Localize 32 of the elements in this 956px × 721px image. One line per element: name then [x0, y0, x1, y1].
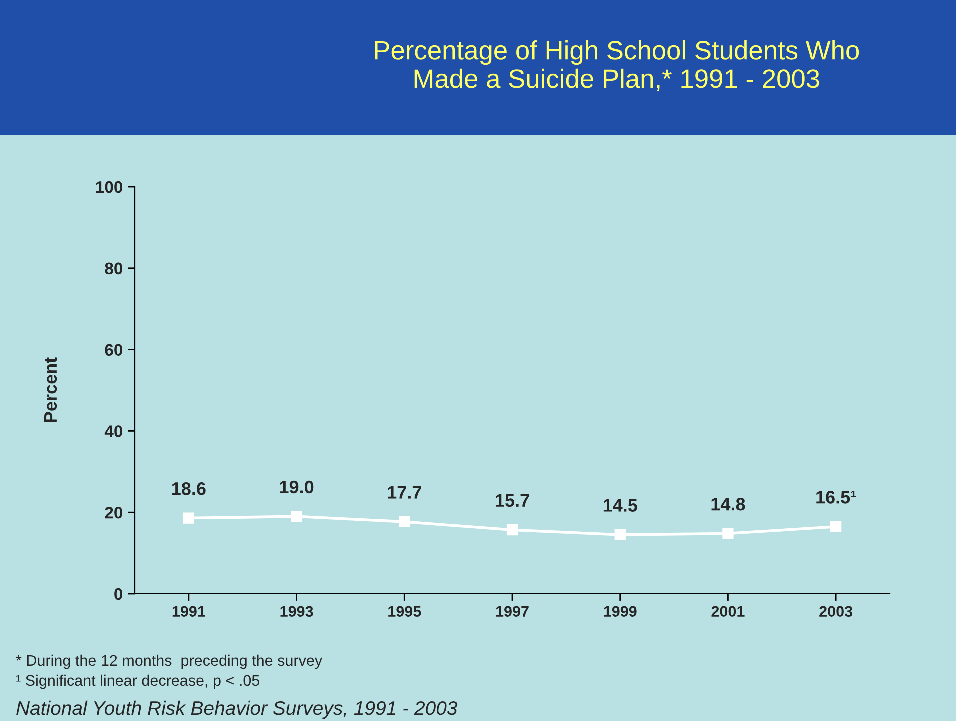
x-tick-label: 1991: [172, 606, 206, 618]
chart-title: Percentage of High School Students Who Made a Suicide Plan,* 1991 - 2003: [375, 40, 860, 92]
x-tick-label: 1995: [388, 606, 422, 618]
text: 19.0: [280, 480, 314, 494]
point: [614, 529, 626, 541]
point: [399, 516, 410, 528]
y-tick-label: 80: [105, 262, 123, 275]
y-tick-label: 40: [104, 426, 123, 438]
text: National Youth Risk Behavior Surveys, 1991 - 2003: [16, 700, 458, 720]
x-tick-label: 1997: [496, 606, 529, 618]
x-tick-label: 2003: [820, 606, 853, 618]
text: 18.6: [172, 482, 206, 496]
y-tick-label: 20: [105, 507, 123, 519]
text: 14.5: [604, 499, 638, 512]
y-tick-label: 60: [105, 344, 123, 356]
x-tick-label: 1993: [280, 606, 314, 618]
y-tick-label: 100: [96, 181, 123, 194]
text: 16.5¹: [816, 491, 856, 504]
text: 17.7: [388, 486, 422, 499]
text: 14.8: [712, 498, 746, 511]
y-axis-title: Percent: [44, 358, 58, 422]
point: [506, 524, 518, 536]
text: * During the 12 months preceding the survey: [16, 654, 323, 670]
text: 15.7: [496, 494, 530, 508]
point: [291, 511, 302, 522]
x-tick-label: 2001: [712, 606, 745, 618]
x-tick-label: 1999: [604, 606, 637, 618]
text: ¹ Significant linear decrease, p < .05: [16, 674, 260, 690]
y-tick-label: 0: [114, 588, 123, 600]
point: [183, 512, 194, 524]
point: [722, 528, 734, 540]
point: [830, 521, 842, 532]
